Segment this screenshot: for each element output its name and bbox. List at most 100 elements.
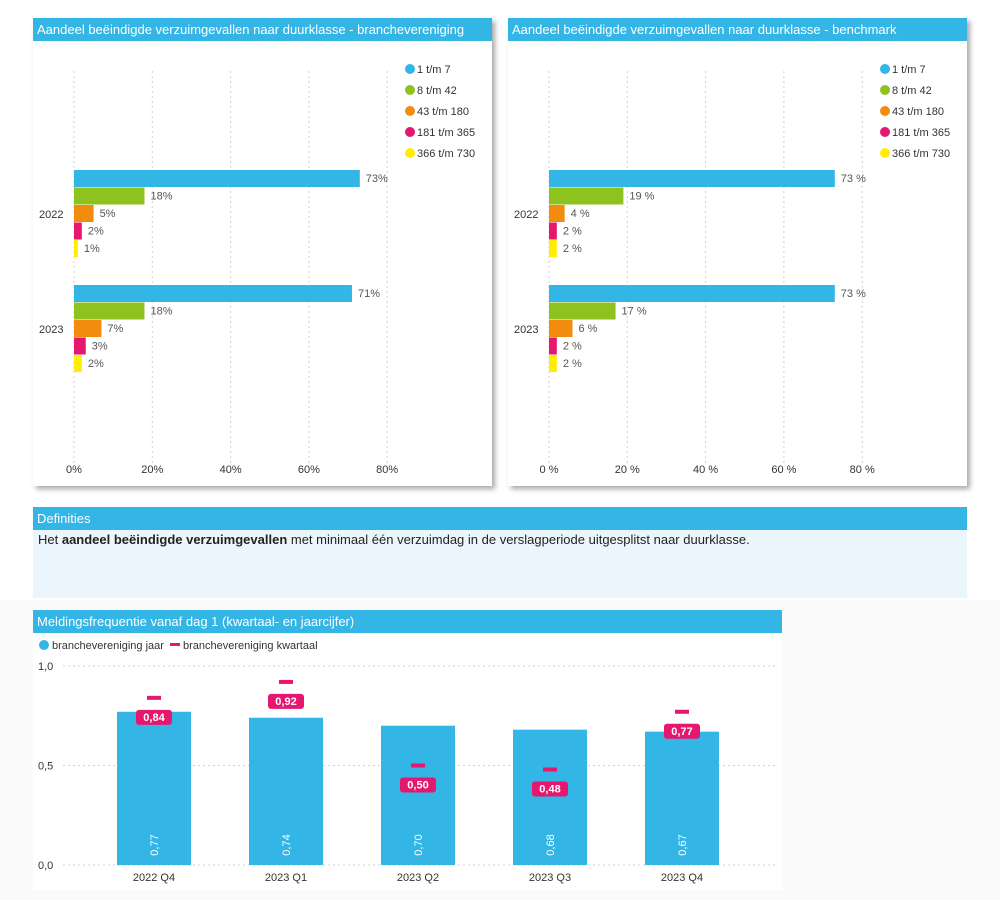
data-label-2022-2: 18% — [150, 191, 172, 203]
category-label-2023: 2023 — [514, 324, 538, 336]
marker-kwartaal-2023 Q3 — [543, 767, 557, 772]
chart-title-branchevereniging: Aandeel beëindigde verzuimgevallen naar … — [33, 18, 492, 41]
data-label-2022-3: 5% — [100, 208, 116, 220]
x-tick-label-2023 Q4: 2023 Q4 — [661, 872, 703, 884]
x-tick-label: 40% — [220, 464, 242, 476]
data-label-2022-1: 73 % — [841, 173, 866, 185]
data-label-jaar-2023 Q4: 0,67 — [677, 834, 689, 855]
marker-kwartaal-2023 Q1 — [279, 679, 293, 684]
x-tick-label: 60% — [298, 464, 320, 476]
data-label-jaar-2023 Q2: 0,70 — [413, 834, 425, 855]
bar-2022-3 — [549, 205, 565, 222]
bar-2023-3 — [549, 320, 573, 337]
category-label-2022: 2022 — [514, 209, 538, 221]
bar-2022-4 — [549, 222, 557, 240]
x-tick-label: 20 % — [615, 464, 640, 476]
legend-label-jaar: branchevereniging jaar — [52, 640, 164, 652]
x-tick-label-2023 Q2: 2023 Q2 — [397, 872, 439, 884]
panel-branchevereniging: Aandeel beëindigde verzuimgevallen naar … — [33, 18, 492, 486]
marker-kwartaal-2023 Q4 — [675, 709, 689, 714]
panel-meldingsfrequentie: Meldingsfrequentie vanaf dag 1 (kwartaal… — [33, 610, 782, 890]
legend-label-1: 1 t/m 7 — [417, 64, 451, 76]
x-tick-label: 0 % — [540, 464, 559, 476]
data-label-kwartaal-2023 Q4: 0,77 — [671, 726, 692, 738]
bar-2023-1 — [549, 285, 835, 302]
x-tick-label-2022 Q4: 2022 Q4 — [133, 872, 175, 884]
data-label-2023-3: 6 % — [578, 323, 597, 335]
bar-2022-4 — [74, 222, 82, 240]
legend-label-3: 43 t/m 180 — [417, 106, 469, 118]
data-label-jaar-2023 Q1: 0,74 — [281, 834, 293, 855]
category-label-2022: 2022 — [39, 209, 63, 221]
definitions-text: Het aandeel beëindigde verzuimgevallen m… — [33, 530, 967, 598]
x-tick-label: 20% — [141, 464, 163, 476]
data-label-2023-5: 2% — [88, 358, 104, 370]
data-label-2023-1: 73 % — [841, 288, 866, 300]
data-label-jaar-2022 Q4: 0,77 — [149, 834, 161, 855]
bar-2023-2 — [549, 302, 616, 320]
x-tick-label: 60 % — [771, 464, 796, 476]
bar-2023-2 — [74, 302, 145, 320]
bar-2022-2 — [549, 187, 624, 205]
x-tick-label: 80% — [376, 464, 398, 476]
bar-2023-4 — [74, 337, 86, 355]
bar-2022-1 — [549, 170, 835, 187]
bar-jaar-2023 Q4 — [645, 731, 719, 865]
legend-marker-1 — [880, 64, 890, 74]
definitions-header: Definities — [33, 507, 967, 530]
panel-benchmark: Aandeel beëindigde verzuimgevallen naar … — [508, 18, 967, 486]
legend-label-4: 181 t/m 365 — [417, 127, 475, 139]
category-label-2023: 2023 — [39, 324, 63, 336]
definitions-suffix: met minimaal één verzuimdag in de versla… — [287, 532, 750, 547]
data-label-2022-2: 19 % — [629, 191, 654, 203]
x-tick-label: 80 % — [850, 464, 875, 476]
legend-label-1: 1 t/m 7 — [892, 64, 926, 76]
bar-2022-2 — [74, 187, 145, 205]
hbar-chart-benchmark: 0 % 20 % 40 % 60 % 80 % 2022 73 % 19 % 4 % 2 % 2 %… — [514, 64, 950, 476]
x-tick-label-2023 Q1: 2023 Q1 — [265, 872, 307, 884]
bar-2023-4 — [549, 337, 557, 355]
data-label-2022-4: 2 % — [563, 226, 582, 238]
data-label-2022-5: 1% — [84, 243, 100, 255]
legend-marker-3 — [880, 106, 890, 116]
y-tick-label: 0,0 — [38, 860, 53, 872]
bar-2023-5 — [549, 355, 557, 372]
legend-marker-kwartaal — [170, 643, 180, 646]
column-chart-meldingsfrequentie: 0,0 0,5 1,0 branchevereniging jaar brancheve… — [38, 640, 778, 884]
legend-marker-4 — [880, 127, 890, 137]
data-label-2023-2: 17 % — [622, 306, 647, 318]
data-label-2023-4: 2 % — [563, 341, 582, 353]
bar-2022-5 — [549, 240, 557, 257]
bar-jaar-2023 Q2 — [381, 725, 455, 865]
badge-kwartaal-2023 Q3 — [532, 781, 568, 797]
data-label-2023-5: 2 % — [563, 358, 582, 370]
x-tick-label-2023 Q3: 2023 Q3 — [529, 872, 571, 884]
x-tick-label: 0% — [66, 464, 82, 476]
x-tick-label: 40 % — [693, 464, 718, 476]
hbar-chart-branchevereniging: 0% 20% 40% 60% 80% 2022 73% 18% 5% 2% 1% 2023 71% 18%… — [39, 64, 475, 476]
data-label-kwartaal-2023 Q2: 0,50 — [407, 780, 428, 792]
legend-label-2: 8 t/m 42 — [892, 85, 932, 97]
data-label-2022-5: 2 % — [563, 243, 582, 255]
data-label-2022-1: 73% — [366, 173, 388, 185]
badge-kwartaal-2022 Q4 — [136, 709, 172, 725]
data-label-2023-2: 18% — [150, 306, 172, 318]
legend-label-kwartaal: branchevereniging kwartaal — [183, 640, 318, 652]
data-label-kwartaal-2022 Q4: 0,84 — [143, 712, 165, 724]
chart-title-meldingsfrequentie: Meldingsfrequentie vanaf dag 1 (kwartaal… — [33, 610, 782, 633]
y-tick-label: 0,5 — [38, 761, 53, 773]
bar-2022-3 — [74, 205, 94, 222]
legend-marker-5 — [880, 148, 890, 158]
data-label-kwartaal-2023 Q3: 0,48 — [539, 783, 560, 795]
legend-marker-4 — [405, 127, 415, 137]
legend-marker-3 — [405, 106, 415, 116]
legend-label-2: 8 t/m 42 — [417, 85, 457, 97]
legend-marker-1 — [405, 64, 415, 74]
legend-label-5: 366 t/m 730 — [417, 148, 475, 160]
data-label-2023-4: 3% — [92, 341, 108, 353]
badge-kwartaal-2023 Q4 — [664, 723, 700, 739]
bar-2023-3 — [74, 320, 102, 337]
legend-label-4: 181 t/m 365 — [892, 127, 950, 139]
definitions-prefix: Het — [38, 532, 62, 547]
badge-kwartaal-2023 Q2 — [400, 777, 436, 793]
